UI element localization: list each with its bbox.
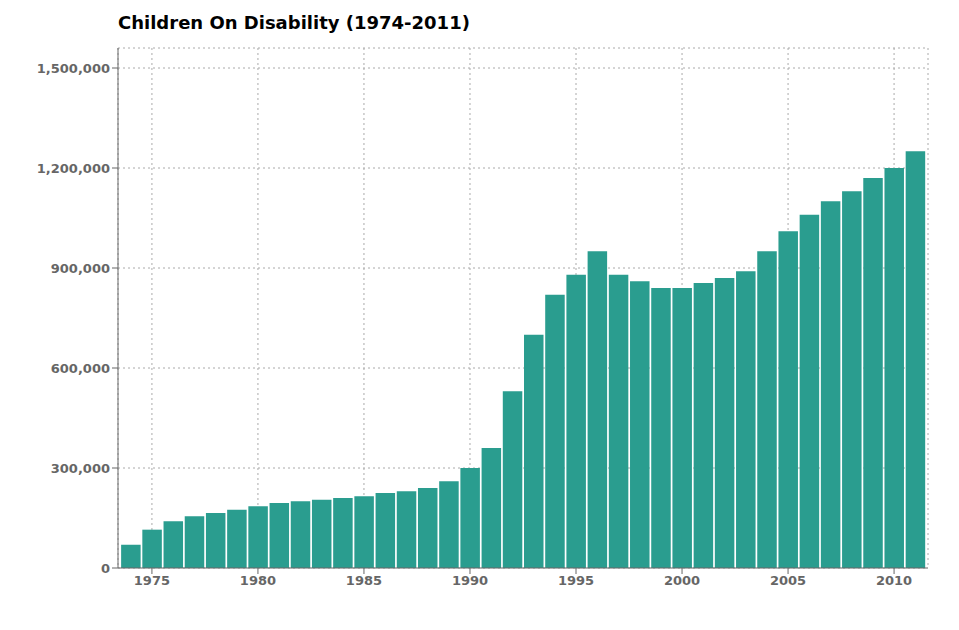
svg-text:2010: 2010 <box>876 573 912 588</box>
svg-text:1,200,000: 1,200,000 <box>37 161 110 176</box>
svg-text:1975: 1975 <box>134 573 170 588</box>
svg-text:0: 0 <box>101 561 110 576</box>
svg-text:600,000: 600,000 <box>51 361 110 376</box>
svg-text:1995: 1995 <box>558 573 594 588</box>
svg-text:300,000: 300,000 <box>51 461 110 476</box>
svg-text:1990: 1990 <box>452 573 488 588</box>
svg-text:2000: 2000 <box>664 573 700 588</box>
svg-text:1,500,000: 1,500,000 <box>37 61 110 76</box>
svg-text:900,000: 900,000 <box>51 261 110 276</box>
svg-text:1985: 1985 <box>346 573 382 588</box>
svg-text:1980: 1980 <box>240 573 276 588</box>
svg-text:2005: 2005 <box>770 573 806 588</box>
html-text:Children On Disability (1974-2: Children On Disability (1974-2011) <box>118 12 470 33</box>
